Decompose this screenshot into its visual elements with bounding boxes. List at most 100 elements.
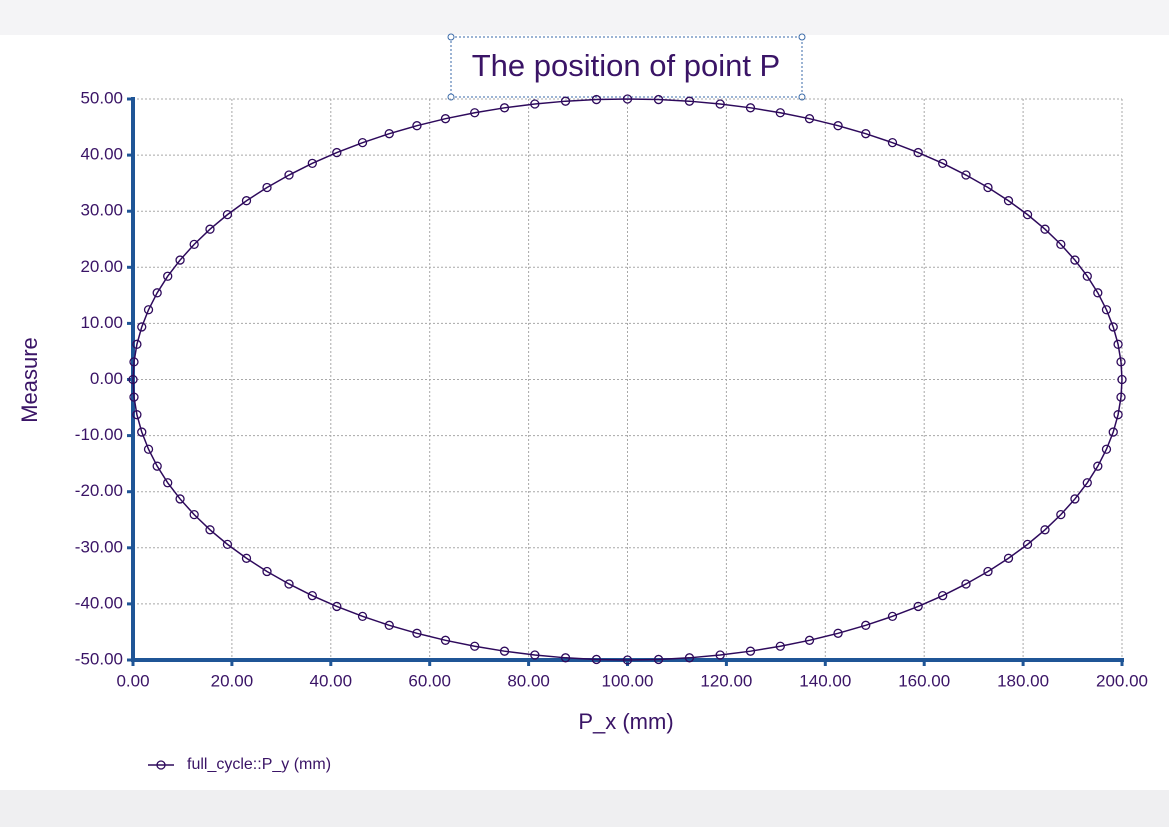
data-point [887, 611, 898, 622]
data-point [622, 655, 633, 665]
data-point [470, 641, 480, 651]
data-point [132, 339, 142, 349]
data-point [833, 121, 843, 131]
data-point [262, 182, 272, 193]
data-point [143, 444, 154, 454]
status-band [0, 790, 1169, 827]
data-point [189, 239, 199, 250]
data-point [1108, 322, 1118, 332]
x-axis-label: P_x (mm) [578, 709, 673, 734]
title-box[interactable] [450, 36, 803, 98]
data-point [1101, 444, 1112, 454]
data-point [775, 108, 785, 118]
data-point [833, 628, 843, 638]
y-axis-label: Measure [17, 337, 42, 423]
data-point [357, 137, 368, 148]
data-point [1082, 271, 1092, 281]
data-point [284, 579, 294, 589]
data-point [913, 147, 923, 158]
data-point [440, 635, 451, 645]
x-tick-label: 120.00 [700, 671, 752, 690]
y-tick-label: 0.00 [90, 369, 123, 388]
y-tick-label: 20.00 [80, 257, 123, 276]
data-point [129, 392, 139, 402]
x-tick-label: 40.00 [310, 671, 353, 690]
y-tick-label: 40.00 [80, 145, 123, 164]
data-point [653, 654, 664, 665]
data-point [745, 103, 756, 113]
data-point [961, 170, 971, 180]
data-point [163, 271, 173, 281]
chart-title: The position of point P [472, 48, 780, 83]
y-tick-label: -30.00 [75, 537, 123, 556]
data-point [938, 591, 948, 601]
y-tick-label: 50.00 [80, 88, 123, 107]
data-point [622, 94, 633, 104]
data-point [1040, 525, 1050, 535]
handle[interactable] [798, 33, 806, 41]
data-point [205, 525, 215, 535]
data-point [175, 255, 185, 265]
data-point [1108, 427, 1118, 437]
data-point [137, 322, 147, 332]
data-point [804, 635, 815, 645]
data-point [1056, 509, 1066, 520]
data-point [1113, 410, 1123, 420]
data-point [307, 158, 317, 168]
data-point [1093, 461, 1103, 471]
toolbar-band [0, 0, 1169, 35]
data-point [332, 147, 342, 158]
data-point [284, 170, 294, 180]
data-point [189, 509, 199, 520]
x-tick-label: 20.00 [211, 671, 254, 690]
data-point [1056, 239, 1066, 250]
data-point [1116, 392, 1126, 402]
data-point [222, 539, 233, 550]
x-tick-label: 200.00 [1096, 671, 1148, 690]
data-point [332, 601, 342, 612]
data-point [1117, 374, 1127, 385]
data-point [241, 196, 252, 206]
data-point [861, 620, 871, 630]
data-point [412, 121, 422, 131]
data-point [938, 158, 948, 168]
data-point [163, 478, 173, 488]
data-point [591, 654, 602, 665]
y-tick-label: 10.00 [80, 313, 123, 332]
data-point [961, 579, 971, 589]
data-point [530, 650, 540, 660]
data-point [1040, 224, 1050, 234]
data-point [262, 566, 272, 577]
data-point [132, 410, 142, 420]
data-point [137, 427, 147, 437]
data-point [222, 209, 233, 220]
x-tick-label: 0.00 [116, 671, 149, 690]
data-point [499, 103, 510, 113]
data-point [205, 224, 215, 234]
handle[interactable] [798, 93, 806, 101]
data-point [1022, 209, 1033, 220]
y-tick-label: 30.00 [80, 201, 123, 220]
data-point [1082, 478, 1092, 488]
data-point [1116, 357, 1126, 367]
x-tick-label: 100.00 [602, 671, 654, 690]
x-tick-label: 80.00 [507, 671, 550, 690]
x-tick-label: 140.00 [799, 671, 851, 690]
legend-label: full_cycle::P_y (mm) [187, 756, 331, 773]
x-tick-label: 60.00 [408, 671, 451, 690]
data-point [745, 646, 756, 656]
data-point [1113, 339, 1123, 349]
data-point [560, 653, 571, 663]
data-point [684, 96, 695, 106]
y-tick-label: -50.00 [75, 649, 123, 668]
data-point [470, 108, 480, 118]
x-tick-label: 160.00 [898, 671, 950, 690]
data-point [861, 129, 871, 139]
data-point [1003, 196, 1014, 206]
data-point [530, 99, 540, 109]
data-point [129, 357, 139, 367]
data-point [152, 288, 162, 298]
data-point [715, 99, 725, 109]
legend-marker [156, 760, 166, 770]
handle[interactable] [447, 33, 455, 41]
